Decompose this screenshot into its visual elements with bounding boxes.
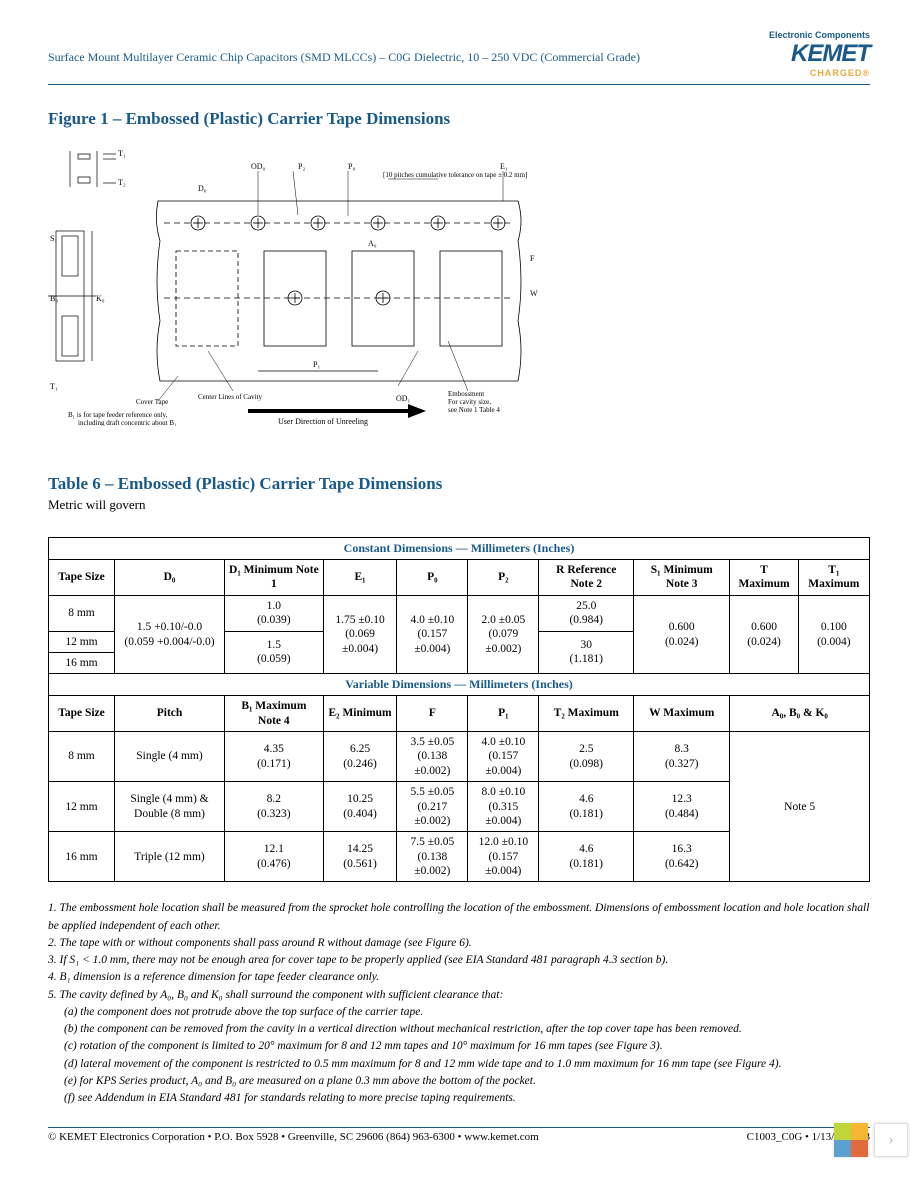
var-header: Variable Dimensions — Millimeters (Inche… — [49, 674, 870, 696]
annot-emboss1: Embossment — [448, 390, 484, 398]
table-subtitle: Metric will govern — [48, 497, 870, 513]
note-item: 5. The cavity defined by A₀, B₀ and K₀ s… — [48, 987, 870, 1004]
figure-title: Figure 1 – Embossed (Plastic) Carrier Ta… — [48, 109, 870, 129]
annot-emboss3: see Note 1 Table 4 — [448, 406, 500, 414]
lbl-t2: T₂ — [118, 178, 126, 187]
lbl-t1b: T₁ — [50, 382, 58, 391]
lbl-a0: A₀ — [368, 239, 377, 248]
viewer-logo-icon[interactable] — [834, 1123, 868, 1157]
lbl-d0: D₀ — [198, 184, 207, 193]
note-item: 2. The tape with or without components s… — [48, 935, 870, 952]
note-subitem: (f) see Addendum in EIA Standard 481 for… — [48, 1090, 870, 1107]
annot-cover: Cover Tape — [136, 398, 168, 406]
annot-ref2: including draft concentric about B₁ — [78, 419, 176, 426]
annot-direction: User Direction of Unreeling — [278, 417, 368, 426]
next-page-button[interactable]: › — [874, 1123, 908, 1157]
constant-dimensions-table: Constant Dimensions — Millimeters (Inche… — [48, 537, 870, 882]
lbl-od0: OD₀ — [251, 162, 266, 171]
lbl-s1: S₁ — [50, 234, 57, 243]
page-footer: © KEMET Electronics Corporation • P.O. B… — [48, 1131, 870, 1143]
annot-emboss2: For cavity size, — [448, 398, 491, 406]
note-subitem: (b) the component can be removed from th… — [48, 1021, 870, 1038]
page-header: Surface Mount Multilayer Ceramic Chip Ca… — [48, 30, 870, 78]
const-header: Constant Dimensions — Millimeters (Inche… — [49, 538, 870, 560]
note-item: 3. If S₁ < 1.0 mm, there may not be enou… — [48, 952, 870, 969]
note-subitem: (c) rotation of the component is limited… — [48, 1038, 870, 1055]
lbl-b0: B₀ — [50, 294, 58, 303]
annot-ref1: B₁ is for tape feeder reference only, — [68, 411, 168, 419]
annot-pitch: [10 pitches cumulative tolerance on tape… — [383, 171, 527, 179]
lbl-p2: P₂ — [298, 162, 305, 171]
logo-sub-text: CHARGED® — [769, 68, 870, 78]
table-row: 8 mm 1.5 +0.10/-0.0(0.059 +0.004/-0.0) 1… — [49, 595, 870, 631]
note-item: 1. The embossment hole location shall be… — [48, 900, 870, 935]
table-title: Table 6 – Embossed (Plastic) Carrier Tap… — [48, 474, 870, 494]
table-header-row: Tape Size D₀ D₁ Minimum Note 1 E₁ P₀ P₂ … — [49, 560, 870, 596]
lbl-od1: OD₁ — [396, 394, 411, 403]
note-subitem: (e) for KPS Series product, A₀ and B₀ ar… — [48, 1073, 870, 1090]
table-row: 8 mm Single (4 mm) 4.35(0.171) 6.25(0.24… — [49, 732, 870, 782]
carrier-tape-diagram: T₁ T₂ S₁ B₀ K₀ T₁ — [48, 141, 870, 430]
note-subitem: (d) lateral movement of the component is… — [48, 1056, 870, 1073]
lbl-f: F — [530, 254, 535, 263]
lbl-t1: T₁ — [118, 149, 126, 158]
lbl-e1: E₁ — [500, 162, 508, 171]
kemet-logo: Electronic Components KEMET CHARGED® — [769, 30, 870, 78]
notes-block: 1. The embossment hole location shall be… — [48, 900, 870, 1107]
lbl-w: W — [530, 289, 538, 298]
arrow-icon — [248, 404, 426, 418]
lbl-p0: P₀ — [348, 162, 355, 171]
doc-title: Surface Mount Multilayer Ceramic Chip Ca… — [48, 30, 769, 65]
header-divider — [48, 84, 870, 85]
table-header-row: Tape Size Pitch B₁ Maximum Note 4 E₂ Min… — [49, 696, 870, 732]
lbl-p1: P₁ — [313, 360, 320, 369]
lbl-k0: K₀ — [96, 294, 105, 303]
footer-left: © KEMET Electronics Corporation • P.O. B… — [48, 1131, 539, 1143]
note-subitem: (a) the component does not protrude abov… — [48, 1004, 870, 1021]
note-item: 4. B₁ dimension is a reference dimension… — [48, 969, 870, 986]
page-nav: › — [834, 1123, 908, 1157]
logo-main-text: KEMET — [769, 40, 870, 68]
footer-divider — [48, 1127, 870, 1128]
annot-centerlines: Center Lines of Cavity — [198, 393, 262, 401]
logo-top-text: Electronic Components — [769, 30, 870, 40]
